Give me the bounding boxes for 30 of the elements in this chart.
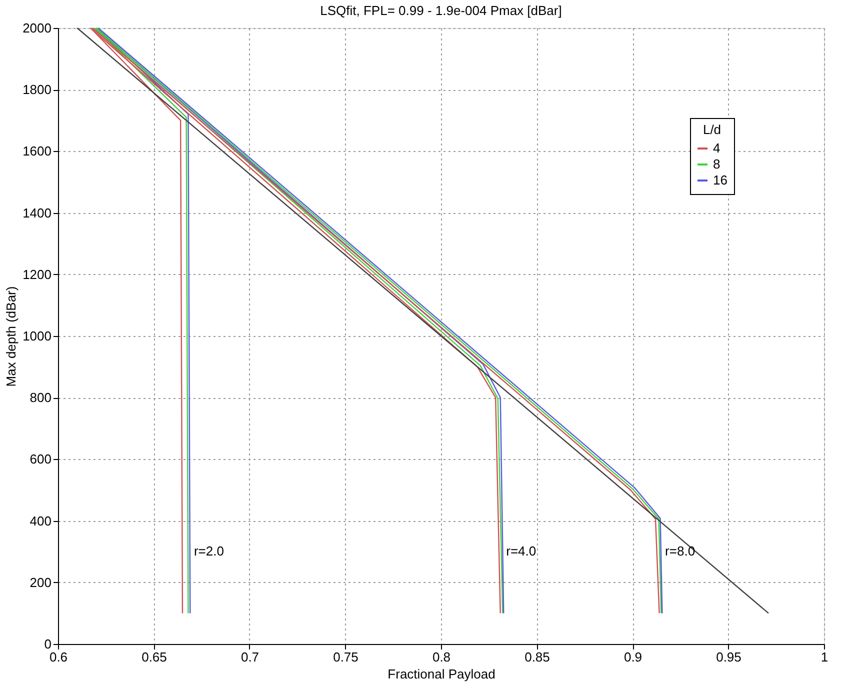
x-tick-label: 0.95 — [716, 650, 742, 664]
x-tick-label: 0.9 — [624, 650, 642, 664]
y-axis-title: Max depth (dBar) — [4, 286, 19, 387]
annotation: r=8.0 — [665, 544, 696, 559]
x-tick-label: 0.7 — [240, 650, 260, 664]
legend-title: L/d — [702, 122, 722, 137]
x-axis-title: Fractional Payload — [388, 666, 496, 682]
y-tick-label: 0 — [44, 636, 52, 652]
y-tick-label: 800 — [30, 390, 52, 406]
legend-label: 4 — [713, 140, 720, 156]
y-tick-label: 1000 — [22, 328, 52, 344]
x-tick-label: 0.65 — [142, 650, 167, 664]
y-tick-label: 200 — [30, 574, 52, 590]
y-tick-label: 1200 — [22, 266, 52, 282]
x-tick-label: 0.8 — [432, 650, 451, 664]
x-tick-label: 1 — [820, 650, 828, 664]
y-tick-label: 1600 — [22, 144, 52, 159]
y-tick-label: 400 — [30, 513, 52, 528]
chart-title: LSQfit, FPL= 0.99 - 1.9e-004 Pmax [dBar] — [320, 3, 562, 18]
annotation: r=2.0 — [194, 544, 224, 559]
x-tick-label: 0.85 — [524, 650, 550, 664]
annotation: r=4.0 — [506, 544, 536, 559]
legend-label: 16 — [713, 172, 728, 188]
y-tick-label: 1400 — [22, 205, 52, 220]
legend-label: 8 — [713, 156, 720, 172]
x-tick-label: 0.6 — [49, 650, 68, 664]
y-tick-label: 1800 — [22, 82, 52, 98]
y-tick-label: 600 — [30, 452, 52, 467]
x-tick-label: 0.75 — [333, 650, 358, 664]
y-tick-label: 2000 — [22, 20, 52, 36]
